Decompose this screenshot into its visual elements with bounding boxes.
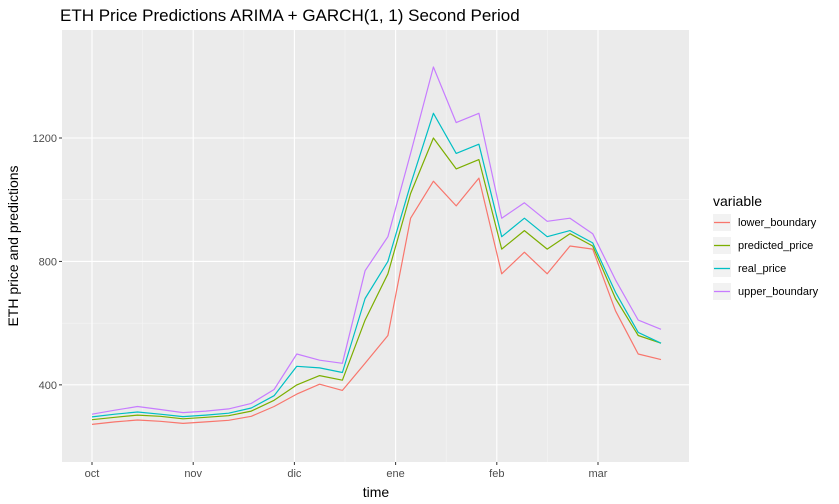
y-tick-label: 1200 (33, 133, 57, 145)
y-axis-title: ETH price and predictions (5, 165, 21, 326)
x-tick-label: ene (386, 468, 404, 480)
chart-title: ETH Price Predictions ARIMA + GARCH(1, 1… (60, 6, 520, 25)
series-lines (91, 66, 662, 425)
x-axis-title: time (363, 484, 390, 500)
y-tick-label: 800 (39, 256, 57, 268)
x-tick-label: feb (489, 468, 504, 480)
series-line-predicted_price (91, 137, 662, 421)
legend: variable lower_boundary predicted_pricere… (713, 193, 819, 300)
legend-label-real_price: real_price (738, 263, 786, 275)
y-axis: 400 800 1200 (33, 133, 62, 392)
x-axis: oct nov dic ene feb mar (85, 462, 608, 480)
legend-title: variable (713, 193, 762, 209)
legend-key-lower_boundary (713, 214, 731, 231)
legend-key-predicted_price (713, 237, 731, 254)
legend-label-lower_boundary: lower_boundary (738, 217, 817, 229)
series-line-upper_boundary (91, 66, 662, 415)
legend-key-real_price (713, 260, 731, 277)
plot-panel (62, 30, 689, 462)
x-tick-label: mar (589, 468, 608, 480)
x-tick-label: nov (184, 468, 202, 480)
legend-key-upper_boundary (713, 283, 731, 300)
legend-label-predicted_price: predicted_price (738, 240, 813, 252)
y-tick-label: 400 (39, 380, 57, 392)
x-tick-label: dic (287, 468, 302, 480)
x-tick-label: oct (85, 468, 100, 480)
legend-label-upper_boundary: upper_boundary (738, 286, 819, 298)
series-line-lower_boundary (91, 177, 662, 425)
minor-gridlines (62, 30, 689, 462)
series-line-real_price (91, 112, 662, 418)
